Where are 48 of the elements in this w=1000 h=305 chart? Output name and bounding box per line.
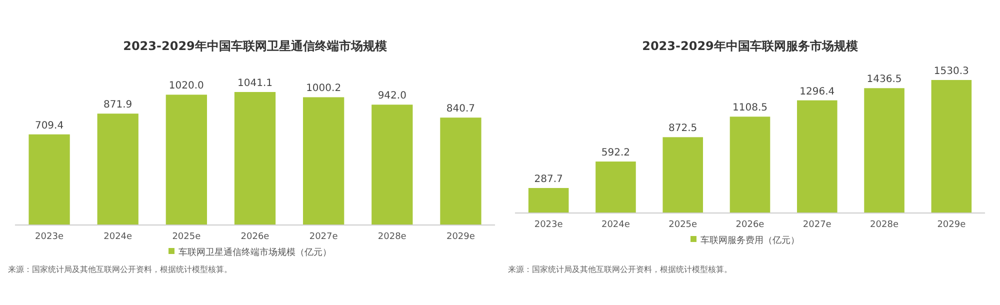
bar <box>864 88 904 213</box>
bar <box>662 137 703 213</box>
data-label: 1108.5 <box>732 102 768 114</box>
data-label: 871.9 <box>104 100 132 111</box>
x-tick-label: 2027e <box>802 220 832 230</box>
bar <box>797 100 838 213</box>
legend-label: 车联网服务费用（亿元） <box>700 235 800 246</box>
x-tick-label: 2023e <box>534 220 564 230</box>
bar <box>372 104 413 225</box>
bar <box>166 94 207 225</box>
x-tick-label: 2024e <box>601 220 630 230</box>
data-label: 1000.2 <box>306 83 342 94</box>
data-label: 1530.3 <box>934 66 969 77</box>
x-tick-label: 2023e <box>35 232 64 242</box>
data-label: 287.7 <box>534 174 563 185</box>
data-label: 709.4 <box>34 120 64 132</box>
x-tick-label: 2026e <box>736 220 765 230</box>
x-tick-label: 2025e <box>668 220 698 230</box>
legend-label: 车联网卫星通信终端市场规模（亿元） <box>178 247 332 258</box>
data-label: 942.0 <box>378 90 406 102</box>
bar <box>596 162 636 213</box>
bar <box>528 188 569 213</box>
data-label: 592.2 <box>601 148 630 159</box>
x-tick-label: 2029e <box>937 220 966 230</box>
x-tick-label: 2027e <box>309 232 338 242</box>
bar <box>303 97 344 225</box>
chart-title: 2023-2029年中国车联网服务市场规模 <box>642 39 858 53</box>
x-tick-label: 2029e <box>446 232 476 242</box>
bar <box>28 134 70 225</box>
data-label: 1436.5 <box>866 74 902 86</box>
source-note: 来源：国家统计局及其他互联网公开资料，根据统计模型核算。 <box>8 265 232 274</box>
data-label: 1041.1 <box>238 78 272 89</box>
source-note: 来源：国家统计局及其他互联网公开资料，根据统计模型核算。 <box>508 265 732 274</box>
data-label: 840.7 <box>446 104 476 115</box>
data-label: 1296.4 <box>800 86 835 98</box>
bar <box>440 118 482 225</box>
bar <box>234 92 276 225</box>
data-label: 872.5 <box>668 123 698 134</box>
x-tick-label: 2024e <box>104 232 133 242</box>
bar <box>730 116 770 213</box>
x-tick-label: 2025e <box>172 232 202 242</box>
x-tick-label: 2028e <box>870 220 899 230</box>
bar <box>931 80 972 213</box>
x-tick-label: 2028e <box>378 232 407 242</box>
chart-title: 2023-2029年中国车联网卫星通信终端市场规模 <box>123 39 387 53</box>
bar <box>97 114 138 225</box>
x-tick-label: 2026e <box>240 232 270 242</box>
data-label: 1020.0 <box>168 80 204 92</box>
